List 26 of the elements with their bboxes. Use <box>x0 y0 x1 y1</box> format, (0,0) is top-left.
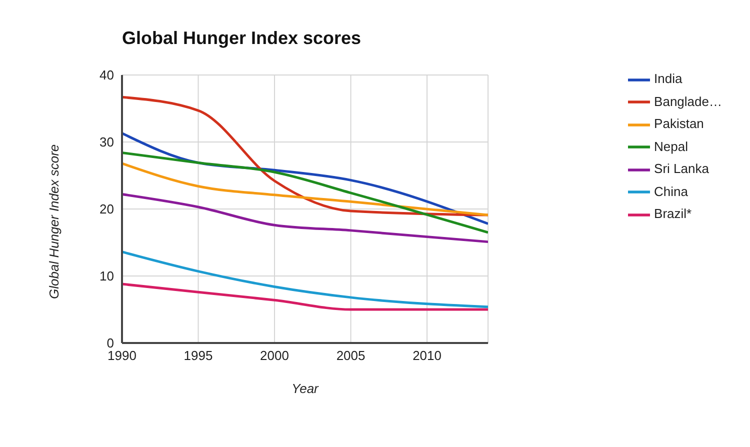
line-series <box>122 193 488 244</box>
y-tick-label: 10 <box>100 268 114 284</box>
legend-label: Nepal <box>654 138 688 154</box>
x-tick-label: 2010 <box>412 348 442 364</box>
legend-label: Banglade… <box>654 94 722 109</box>
y-tick-label: 40 <box>100 68 114 83</box>
x-axis-title: Year <box>292 381 320 396</box>
line-series <box>122 250 488 308</box>
x-tick-label: 2005 <box>336 348 366 364</box>
chart-title: Global Hunger Index scores <box>122 28 362 49</box>
x-tick-label: 1995 <box>184 348 213 364</box>
y-tick-label: 30 <box>100 134 114 150</box>
legend-label: Pakistan <box>654 116 704 132</box>
legend-label: Brazil* <box>654 206 692 222</box>
legend-label: China <box>654 184 688 199</box>
y-tick-label: 20 <box>100 202 114 217</box>
legend-label: India <box>654 71 682 86</box>
x-tick-label: 2000 <box>260 348 289 364</box>
legend-label: Sri Lanka <box>654 161 709 176</box>
y-tick-label: 0 <box>106 336 114 351</box>
line-series <box>122 151 488 234</box>
line-series <box>122 282 488 311</box>
line-series <box>122 96 488 216</box>
line-series <box>122 162 488 216</box>
x-tick-label: 1990 <box>108 348 136 364</box>
y-axis-title: Global Hunger Index score <box>46 144 62 299</box>
